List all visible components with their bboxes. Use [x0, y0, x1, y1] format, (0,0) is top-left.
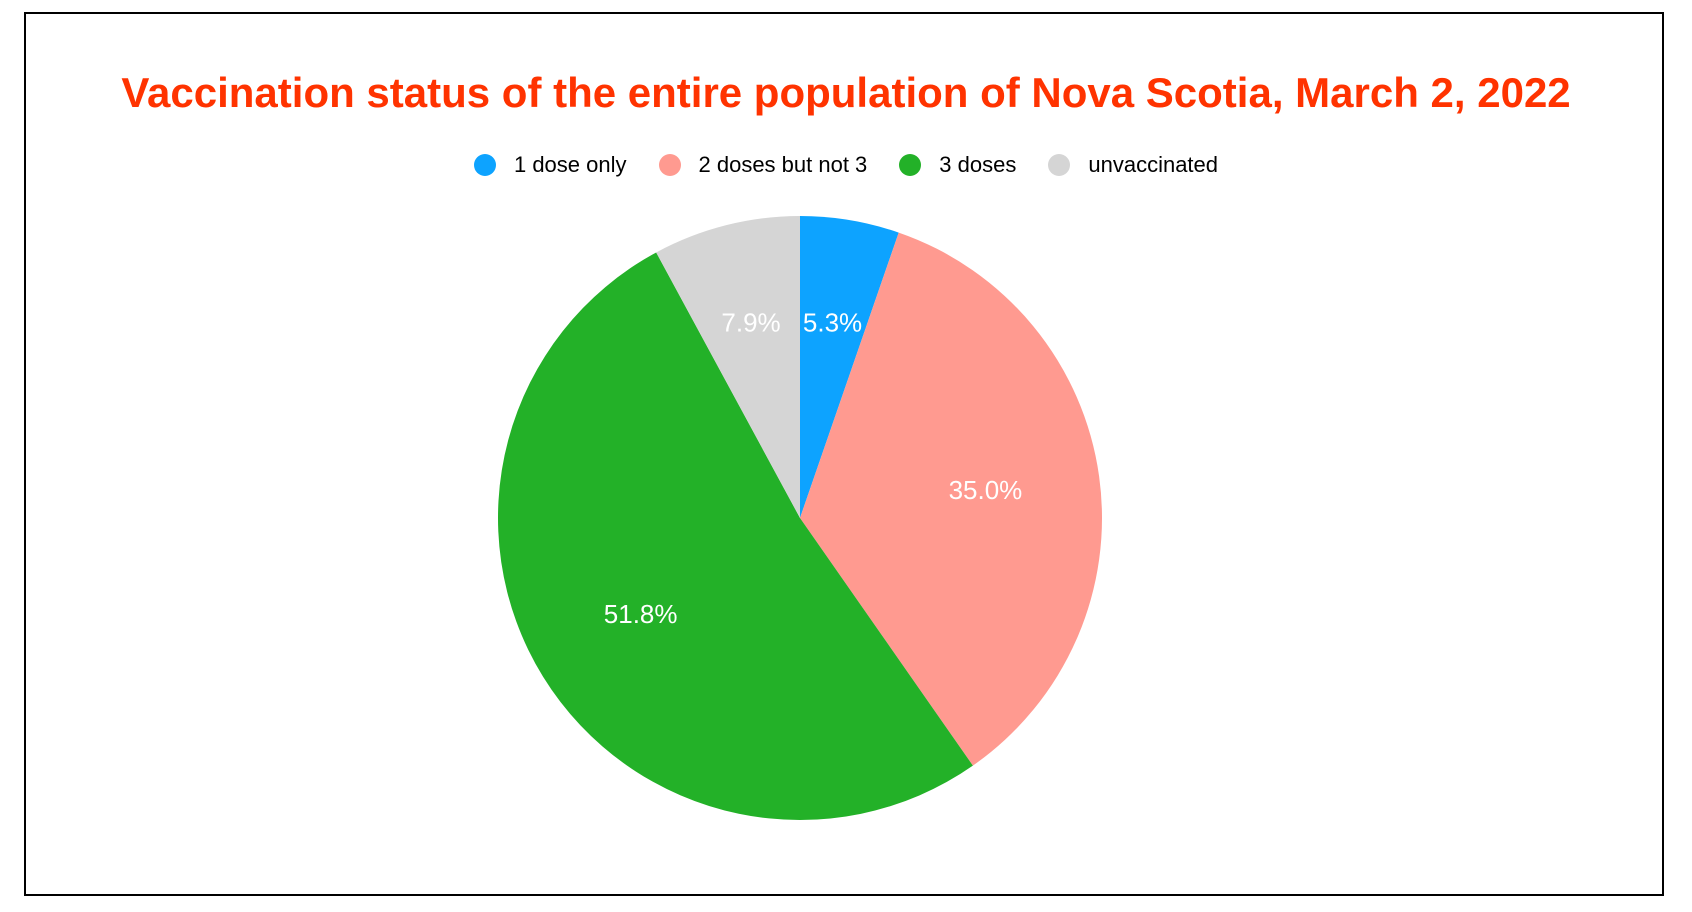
pie-slice-1-dose-only — [800, 216, 899, 518]
pie-slice-2-doses-but-not-3 — [800, 232, 1102, 766]
pie-slice-label: 35.0% — [949, 475, 1023, 505]
legend-label: 2 doses but not 3 — [698, 152, 868, 177]
legend-swatch — [658, 154, 681, 176]
legend-swatch — [473, 154, 496, 176]
legend-item-2-doses: 2 doses but not 3 — [658, 152, 868, 178]
legend-label: 3 doses — [939, 152, 1017, 177]
pie-slice-label: 5.3% — [803, 307, 862, 337]
pie-slice-3-doses — [497, 252, 973, 821]
chart-legend: 1 dose only 2 doses but not 3 3 doses un… — [26, 152, 1666, 178]
legend-item-unvaccinated: unvaccinated — [1048, 152, 1218, 178]
chart-frame: Vaccination status of the entire populat… — [24, 12, 1664, 896]
legend-label: 1 dose only — [513, 152, 627, 177]
pie-slice-label: 51.8% — [604, 599, 678, 629]
pie-slice-label: 7.9% — [721, 308, 780, 338]
legend-label: unvaccinated — [1088, 152, 1219, 177]
pie-chart: 5.3% 35.0% 51.8% 7.9% — [497, 216, 1102, 821]
legend-item-1-dose-only: 1 dose only — [473, 152, 627, 178]
legend-swatch — [899, 154, 922, 176]
legend-swatch — [1048, 154, 1071, 176]
pie-slice-unvaccinated — [656, 216, 800, 518]
legend-item-3-doses: 3 doses — [899, 152, 1016, 178]
chart-title: Vaccination status of the entire populat… — [121, 69, 1571, 116]
